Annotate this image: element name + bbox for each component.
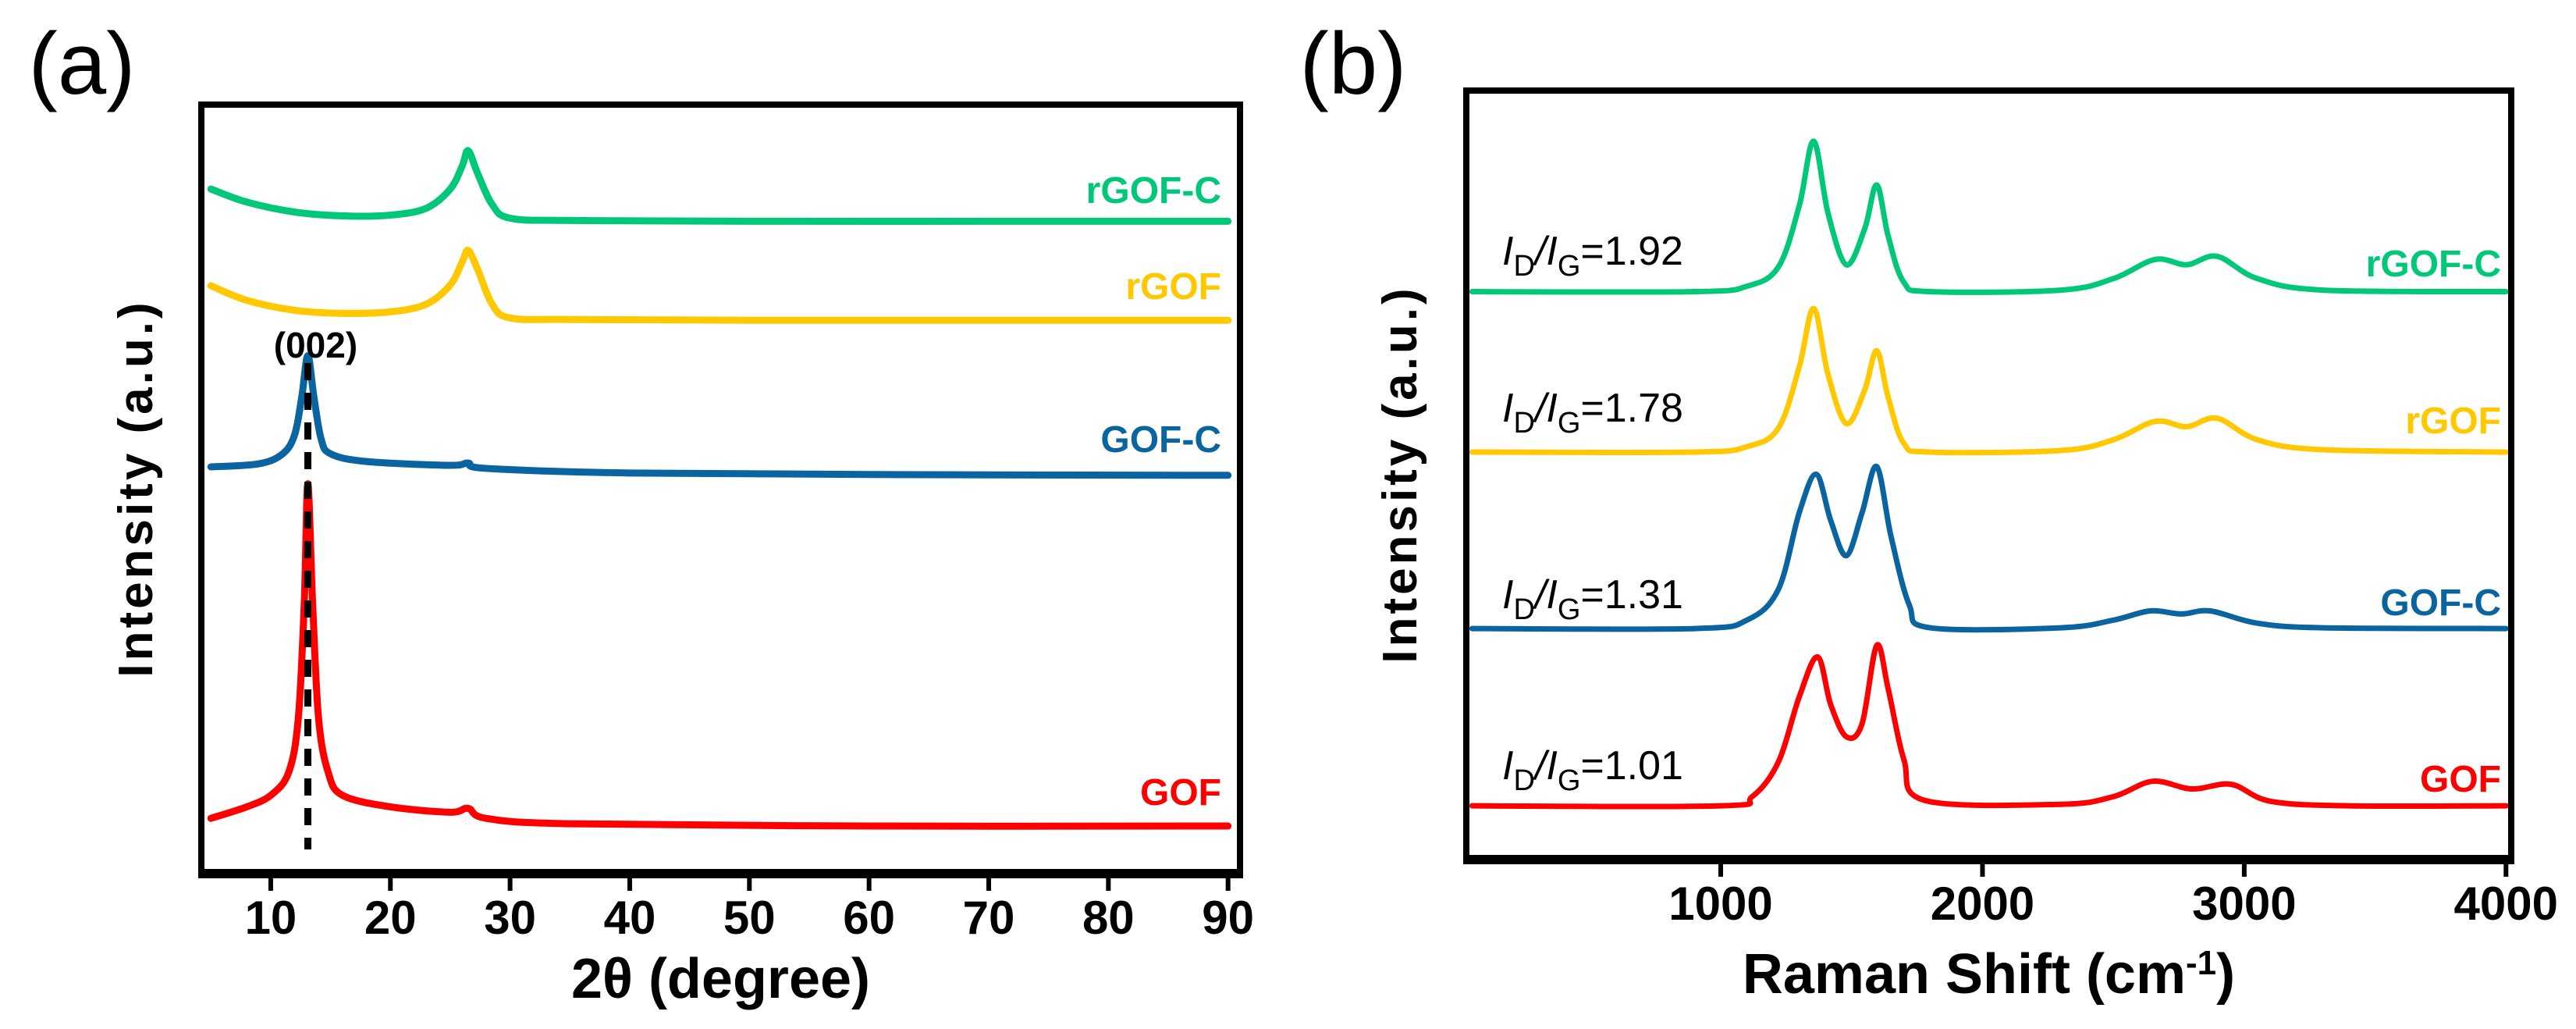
ratio-text-part: G xyxy=(1558,407,1581,440)
x-axis-label-sup: -1 xyxy=(2186,944,2216,982)
x-tick-label: 60 xyxy=(843,892,895,944)
ratio-text-part: 1.01 xyxy=(1604,743,1683,789)
x-tick-label: 2000 xyxy=(1931,878,2034,930)
ratio-text-part: = xyxy=(1580,229,1604,274)
ratio-text-part: = xyxy=(1580,743,1604,789)
y-axis-label: Intensity (a.u.) xyxy=(109,299,163,677)
panel-label: (a) xyxy=(29,15,136,112)
ratio-text-part: / xyxy=(1533,572,1550,618)
ratio-text-part: / xyxy=(1533,386,1550,431)
id-ig-ratio-label: ID/IG=1.01 xyxy=(1502,743,1683,797)
ratio-text-part: G xyxy=(1558,250,1581,283)
panel-label: (b) xyxy=(1300,15,1407,112)
series-line-gof-c xyxy=(1469,464,2509,633)
series-label-gof: GOF xyxy=(1140,772,1221,814)
ratio-text-part: 1.92 xyxy=(1604,229,1683,274)
x-tick-label: 80 xyxy=(1082,892,1135,944)
ratio-text-part: I xyxy=(1502,743,1513,789)
series-label-rgof: rGOF xyxy=(2405,401,2501,442)
series-line-gof xyxy=(1469,642,2509,810)
x-tick-label: 3000 xyxy=(2192,878,2296,930)
x-tick-label: 50 xyxy=(723,892,776,944)
panel-b-raman: (b)rGOF-CID/IG=1.92rGOFID/IG=1.78GOF-CID… xyxy=(1300,15,2558,1006)
id-ig-ratio-label: ID/IG=1.31 xyxy=(1502,572,1683,626)
x-axis-label: 2θ (degree) xyxy=(571,948,870,1010)
series-label-rgof-c: rGOF-C xyxy=(2366,244,2501,285)
series-label-gof-c: GOF-C xyxy=(2380,582,2501,624)
id-ig-ratio-label: ID/IG=1.78 xyxy=(1502,386,1683,440)
x-tick-label: 1000 xyxy=(1668,878,1772,930)
series-line-rgof xyxy=(207,247,1232,324)
ratio-text-part: I xyxy=(1502,229,1513,274)
series-label-rgof-c: rGOF-C xyxy=(1086,170,1221,212)
ratio-text-part: G xyxy=(1558,593,1581,626)
series-line-rgof-c xyxy=(207,147,1232,225)
ratio-text-part: 1.78 xyxy=(1604,386,1683,431)
ratio-text-part: D xyxy=(1513,407,1534,440)
ratio-text-part: D xyxy=(1513,250,1534,283)
x-axis-label-text: Raman Shift (cm xyxy=(1743,943,2186,1006)
ratio-text-part: I xyxy=(1502,572,1513,618)
series-line-gof-c xyxy=(207,351,1232,479)
x-tick-label: 40 xyxy=(604,892,656,944)
series-line-rgof-c xyxy=(1469,138,2509,295)
ratio-text-part: = xyxy=(1580,386,1604,431)
id-ig-ratio-label: ID/IG=1.92 xyxy=(1502,229,1683,283)
series-line-gof xyxy=(207,480,1232,830)
x-axis-label: Raman Shift (cm-1) xyxy=(1743,943,2235,1006)
x-tick-label: 30 xyxy=(484,892,536,944)
y-axis-label: Intensity (a.u.) xyxy=(1373,285,1427,663)
series-label-rgof: rGOF xyxy=(1125,266,1221,308)
ratio-text-part: I xyxy=(1502,386,1513,431)
series-label-gof: GOF xyxy=(2420,759,2501,800)
ratio-text-part: I xyxy=(1546,743,1557,789)
ratio-text-part: G xyxy=(1558,764,1581,797)
series-label-gof-c: GOF-C xyxy=(1100,419,1221,461)
x-tick-label: 90 xyxy=(1202,892,1254,944)
series-line-rgof xyxy=(1469,305,2509,456)
x-tick-label: 10 xyxy=(245,892,297,944)
ratio-text-part: / xyxy=(1533,743,1550,789)
ratio-text-part: I xyxy=(1546,386,1557,431)
ratio-text-part: I xyxy=(1546,572,1557,618)
x-tick-label: 20 xyxy=(364,892,417,944)
ratio-text-part: 1.31 xyxy=(1604,572,1683,618)
x-axis-label-end: ) xyxy=(2216,943,2235,1006)
ratio-text-part: / xyxy=(1533,229,1550,274)
ratio-text-part: D xyxy=(1513,764,1534,797)
x-tick-label: 4000 xyxy=(2454,878,2558,930)
panel-a-xrd: (a) rGOF-C rGOF GOF-C GOF (002) 10 20 30 40 50 60 70… xyxy=(29,15,1254,1010)
x-tick-label: 70 xyxy=(963,892,1015,944)
ratio-text-part: D xyxy=(1513,593,1534,626)
peak-annotation-002: (002) xyxy=(274,325,357,365)
ratio-text-part: I xyxy=(1546,229,1557,274)
x-axis-label-text: 2θ (degree) xyxy=(571,948,870,1010)
ratio-text-part: = xyxy=(1580,572,1604,618)
